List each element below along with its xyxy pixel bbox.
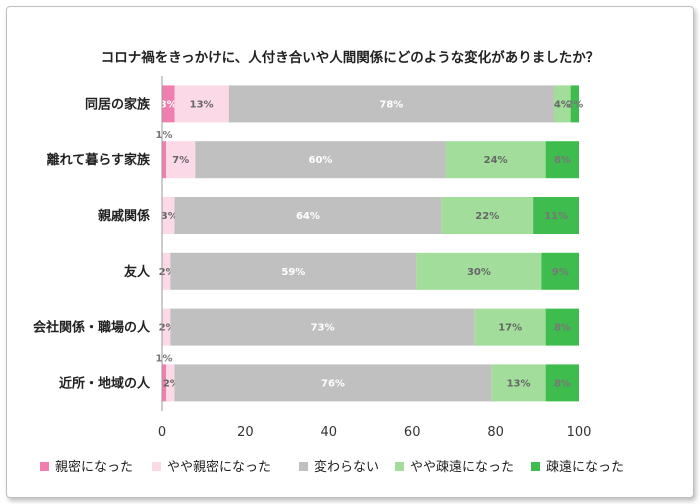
data-label: 8%: [554, 378, 571, 389]
legend-label: 親密になった: [55, 459, 133, 475]
data-label: 24%: [484, 155, 508, 166]
data-label: 2%: [159, 323, 176, 334]
x-tick-label: 20: [237, 425, 254, 440]
data-label: 17%: [498, 323, 522, 334]
bar-segment: [441, 197, 534, 234]
x-tick-label: 60: [404, 425, 421, 440]
data-label: 64%: [296, 211, 320, 222]
data-label: 3%: [160, 99, 177, 110]
bar-segment: [445, 141, 546, 179]
data-label: 8%: [554, 155, 571, 166]
data-label: 8%: [554, 323, 571, 334]
bar-segment: [474, 308, 546, 346]
bar-segment: [162, 141, 167, 179]
bar-segment: [162, 308, 171, 346]
data-label: 59%: [281, 267, 305, 278]
bar-segment: [553, 85, 571, 123]
bar-segment: [545, 141, 579, 179]
x-tick-label: 100: [567, 425, 592, 440]
data-label: 73%: [311, 323, 335, 334]
legend-label: 疎遠になった: [546, 460, 624, 475]
data-label: 4%: [554, 99, 571, 110]
bar-segment: [570, 85, 579, 123]
data-label: 2%: [566, 99, 583, 110]
data-label: 13%: [507, 378, 531, 389]
data-label: 22%: [475, 211, 499, 222]
bar-segment: [170, 308, 475, 346]
bar-segment: [162, 252, 171, 290]
bar-segment: [533, 197, 579, 234]
category-label: 親戚関係: [98, 208, 150, 224]
data-label: 1%: [156, 353, 173, 364]
legend-swatch: [40, 462, 49, 471]
legend-label: やや疎遠になった: [410, 460, 514, 475]
legend-label: やや親密になった: [167, 459, 271, 475]
bar-segment: [416, 252, 542, 290]
bar-segment: [174, 364, 492, 402]
data-label: 7%: [172, 155, 189, 166]
data-label: 76%: [321, 378, 345, 389]
bar-segment: [162, 364, 167, 402]
bar-segment: [174, 197, 442, 234]
data-label: 11%: [544, 211, 568, 222]
data-label: 30%: [467, 267, 491, 278]
legend-swatch: [152, 462, 161, 471]
chart-title: コロナ禍をきっかけに、人付き合いや人間関係にどのような変化がありましたか？: [101, 49, 600, 66]
category-label: 同居の家族: [85, 96, 151, 112]
bar-segment: [228, 85, 554, 123]
bar-segment: [162, 197, 175, 234]
bar-segment: [491, 364, 546, 402]
data-label: 2%: [163, 378, 180, 389]
category-label: 離れて暮らす家族: [47, 152, 151, 168]
bar-segment: [545, 364, 579, 402]
data-label: 9%: [552, 267, 569, 278]
legend-swatch: [531, 462, 540, 471]
bar-segment: [166, 364, 175, 402]
legend-swatch: [395, 462, 404, 471]
data-label: 1%: [156, 130, 173, 141]
data-label: 13%: [190, 99, 214, 110]
bar-segment: [170, 252, 417, 290]
bar-segment: [541, 252, 579, 290]
bar-segment: [545, 308, 579, 346]
bar-segment: [195, 141, 446, 179]
bar-segment: [174, 85, 229, 123]
bar-segment: [166, 141, 196, 179]
legend-label: 変わらない: [314, 459, 379, 475]
bar-segment: [162, 85, 175, 123]
x-tick-label: 80: [487, 425, 504, 440]
category-label: 友人: [124, 264, 151, 280]
category-label: 会社関係・職場の人: [33, 320, 151, 336]
data-label: 3%: [161, 211, 178, 222]
bars-layer: 3% 13% 78% 4%2%1%7% 60% 24% 8%3% 64% 22% 11%2% 59%…: [156, 85, 583, 402]
x-tick-label: 0: [158, 425, 166, 440]
legend-swatch: [299, 462, 308, 471]
x-tick-label: 40: [321, 425, 338, 440]
data-label: 60%: [308, 155, 332, 166]
data-label: 78%: [379, 99, 403, 110]
x-axis-ticks: 0 20 40 60 80 100: [158, 425, 592, 440]
legend: 親密になった やや親密になった 変わらない やや疎遠になった 疎遠になった: [40, 459, 624, 475]
data-label: 2%: [159, 267, 176, 278]
category-label: 近所・地域の人: [59, 375, 151, 391]
